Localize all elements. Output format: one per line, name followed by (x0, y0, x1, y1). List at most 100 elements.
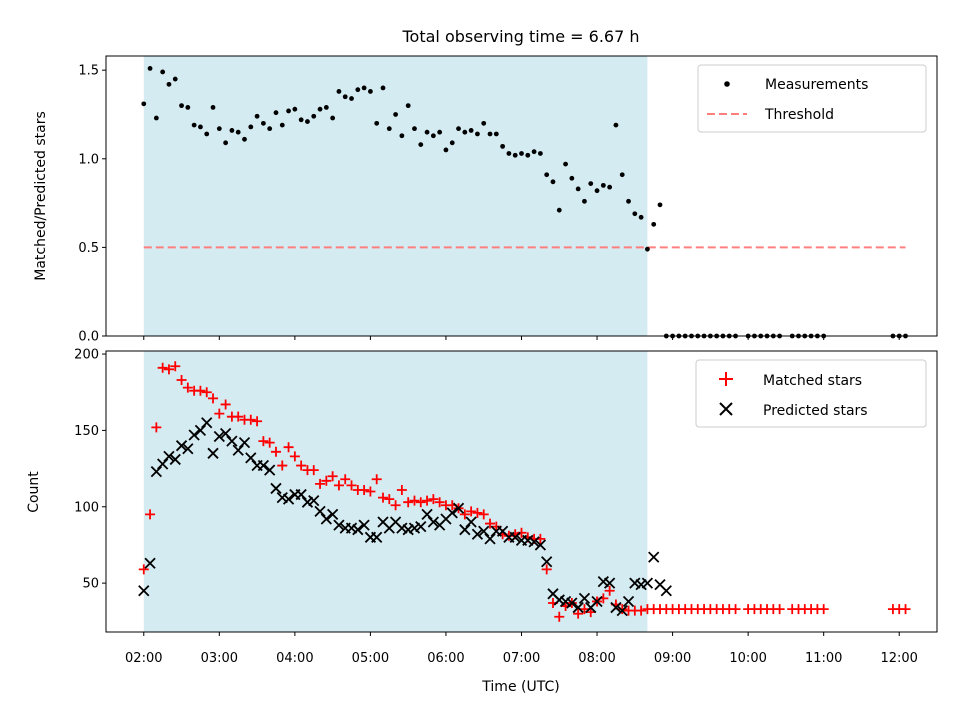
x-tick-label: 02:00 (125, 651, 162, 666)
measurement-point (279, 122, 285, 128)
matched-star-point (818, 604, 829, 615)
x-axis-label: Time (UTC) (481, 679, 559, 695)
measurement-point (632, 211, 638, 217)
matched-star-point (252, 416, 263, 427)
predicted-star-point (452, 502, 465, 514)
measurement-point (525, 152, 531, 158)
predicted-star-point (201, 417, 213, 429)
predicted-star-point (257, 459, 270, 472)
measurement-point (607, 184, 613, 190)
measurement-point (298, 117, 304, 123)
measurement-point (323, 104, 329, 110)
predicted-star-point (471, 528, 484, 540)
measurement-point (286, 108, 291, 114)
measurement-point (380, 85, 386, 91)
matched-star-point (415, 497, 426, 508)
measurement-point (368, 89, 373, 94)
predicted-star-point (314, 505, 326, 517)
measurement-point (588, 181, 594, 186)
measurement-point (500, 143, 506, 149)
figure-title: Total observing time = 6.67 h (401, 27, 639, 46)
y-tick-label: 200 (74, 348, 99, 363)
predicted-star-point (326, 508, 339, 521)
measurement-point (399, 133, 405, 139)
measurement-point (317, 106, 323, 112)
measurement-point (305, 119, 310, 124)
x-tick-label: 04:00 (276, 651, 313, 666)
predicted-star-point (226, 435, 238, 447)
x-tick-label: 05:00 (352, 651, 389, 666)
matched-star-point (145, 509, 156, 520)
measurement-point (550, 179, 556, 185)
x-tick-label: 12:00 (880, 651, 917, 666)
measurement-point (449, 140, 455, 146)
predicted-star-point (572, 601, 584, 614)
measurement-point (292, 106, 298, 112)
matched-star-point (730, 604, 741, 615)
predicted-star-point (446, 507, 458, 519)
predicted-star-point (358, 519, 370, 531)
measurement-points (141, 66, 908, 339)
measurement-point (537, 151, 543, 156)
measurement-point (493, 131, 499, 137)
measurement-point (179, 103, 184, 109)
predicted-star-point (352, 524, 364, 536)
matched-star-point (270, 446, 281, 457)
matched-star-point (541, 564, 552, 575)
bottom-axes-frame (105, 350, 938, 633)
matched-star-point (138, 564, 149, 575)
measurement-point (386, 126, 392, 132)
matched-star-point (365, 486, 376, 497)
matched-star-point (289, 451, 300, 462)
predicted-star-point (207, 447, 219, 459)
matched-star-point (258, 436, 269, 447)
predicted-star-point (175, 440, 188, 452)
legend-predicted-marker (719, 402, 733, 416)
matched-star-point (554, 611, 565, 622)
predicted-star-point (282, 493, 295, 505)
matched-star-point (774, 604, 785, 615)
top-axes-frame (105, 55, 938, 337)
matched-star-point (478, 509, 489, 520)
predicted-star-point (566, 597, 578, 609)
predicted-star-point (421, 508, 433, 521)
predicted-star-point (320, 513, 332, 525)
matched-star-point (485, 518, 496, 529)
predicted-star-point (194, 424, 207, 437)
legend-predicted-label: Predicted stars (763, 403, 868, 419)
matched-star-point (245, 414, 256, 425)
matched-star-point (900, 604, 911, 615)
predicted-star-point (138, 585, 150, 597)
measurement-point (424, 129, 430, 135)
measurement-point (412, 126, 417, 132)
matched-star-point (359, 484, 370, 495)
measurement-point (443, 147, 449, 153)
predicted-star-point (648, 551, 660, 563)
y-tick-label: 0.0 (78, 330, 99, 345)
measurement-point (582, 198, 587, 204)
predicted-star-point (541, 556, 553, 568)
bottom-legend: Matched stars Predicted stars (695, 359, 927, 428)
matched-star-point (182, 382, 193, 393)
measurement-point (198, 124, 203, 130)
predicted-star-point (238, 436, 251, 449)
predicted-star-point (264, 464, 276, 476)
measurement-point (638, 214, 644, 220)
predicted-star-point (157, 458, 169, 470)
matched-star-point (163, 364, 174, 375)
matched-star-point (176, 375, 187, 386)
predicted-star-point (333, 519, 345, 531)
matched-star-point (333, 480, 344, 491)
measurement-point (330, 115, 336, 121)
matched-star-point (201, 387, 212, 398)
predicted-star-point (616, 604, 628, 617)
matched-star-point (390, 500, 401, 511)
measurement-point (141, 101, 147, 107)
matched-star-point (315, 478, 326, 489)
top-x-ticks (143, 336, 900, 340)
predicted-stars-points (138, 417, 672, 617)
bottom-y-axis-label: Count (26, 471, 42, 513)
x-tick-label: 06:00 (427, 651, 464, 666)
measurement-point (393, 112, 398, 117)
matched-star-point (396, 484, 407, 495)
